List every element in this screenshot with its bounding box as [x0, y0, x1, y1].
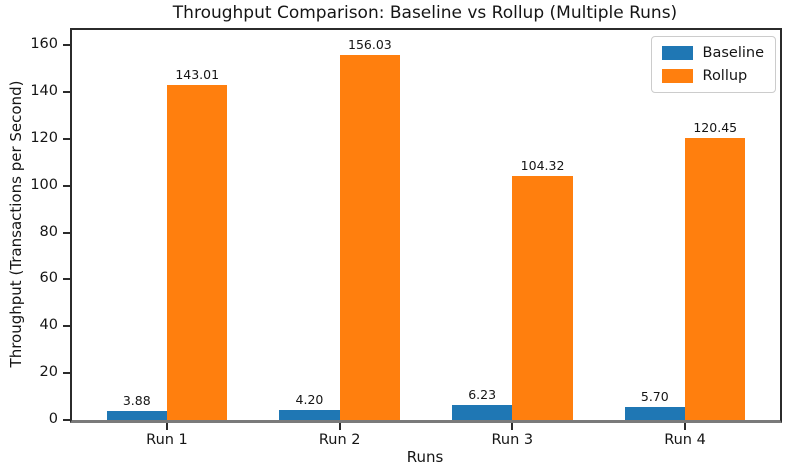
bar-value-label: 156.03 [348, 36, 392, 52]
x-tick-mark [165, 423, 168, 430]
rollup-bar [339, 54, 401, 420]
bar-value-label: 143.01 [175, 67, 220, 83]
y-tick-mark [63, 325, 70, 328]
legend-item-baseline: Baseline [661, 45, 764, 61]
baseline-bar [624, 406, 686, 420]
x-tick-label: Run 4 [664, 432, 706, 448]
y-tick-mark [63, 231, 70, 234]
rollup-bar [512, 175, 573, 420]
y-tick-mark [63, 184, 70, 187]
rollup-swatch-icon [661, 69, 693, 83]
baseline-bar [106, 410, 167, 420]
baseline-bar [279, 410, 340, 420]
chart-title: Throughput Comparison: Baseline vs Rollu… [172, 3, 678, 23]
y-tick-mark [63, 91, 70, 94]
y-tick-label: 80 [39, 223, 58, 240]
x-tick-label: Run 2 [318, 432, 361, 448]
y-tick-label: 20 [39, 364, 58, 381]
y-tick-mark [63, 44, 70, 47]
y-tick-label: 160 [30, 36, 58, 53]
legend-item-rollup: Rollup [661, 68, 764, 84]
x-tick-mark [511, 423, 514, 430]
bar-value-label: 3.88 [122, 392, 151, 408]
baseline-swatch-icon [661, 46, 693, 60]
y-tick-mark [63, 137, 70, 140]
bar-value-label: 5.70 [640, 388, 669, 404]
y-tick-label: 120 [30, 129, 58, 146]
bar-value-label: 120.45 [693, 119, 738, 135]
legend: Baseline Rollup [650, 36, 776, 93]
y-tick-label: 0 [48, 411, 58, 427]
plot-area: Baseline Rollup 0 20 40 60 80 100 120 140 160 Run… [30, 28, 782, 448]
y-tick-label: 140 [30, 83, 58, 100]
y-tick-label: 100 [30, 176, 58, 193]
bar-value-label: 4.20 [295, 392, 324, 408]
x-axis-label: Runs [406, 448, 444, 466]
y-tick-label: 60 [39, 270, 58, 287]
bar-value-label: 6.23 [468, 387, 497, 403]
x-tick-mark [338, 423, 341, 430]
legend-label-rollup: Rollup [702, 68, 748, 84]
legend-label-baseline: Baseline [702, 45, 764, 61]
baseline-bar [451, 405, 513, 420]
rollup-bar [166, 85, 228, 420]
x-tick-mark [684, 423, 687, 430]
y-tick-mark [63, 419, 70, 421]
rollup-bar [685, 137, 746, 420]
bar-value-label: 104.32 [520, 157, 565, 173]
y-tick-label: 40 [39, 317, 58, 334]
x-tick-label: Run 3 [491, 432, 534, 448]
x-tick-label: Run 1 [146, 432, 188, 448]
y-tick-mark [63, 278, 70, 281]
y-tick-mark [63, 372, 70, 375]
